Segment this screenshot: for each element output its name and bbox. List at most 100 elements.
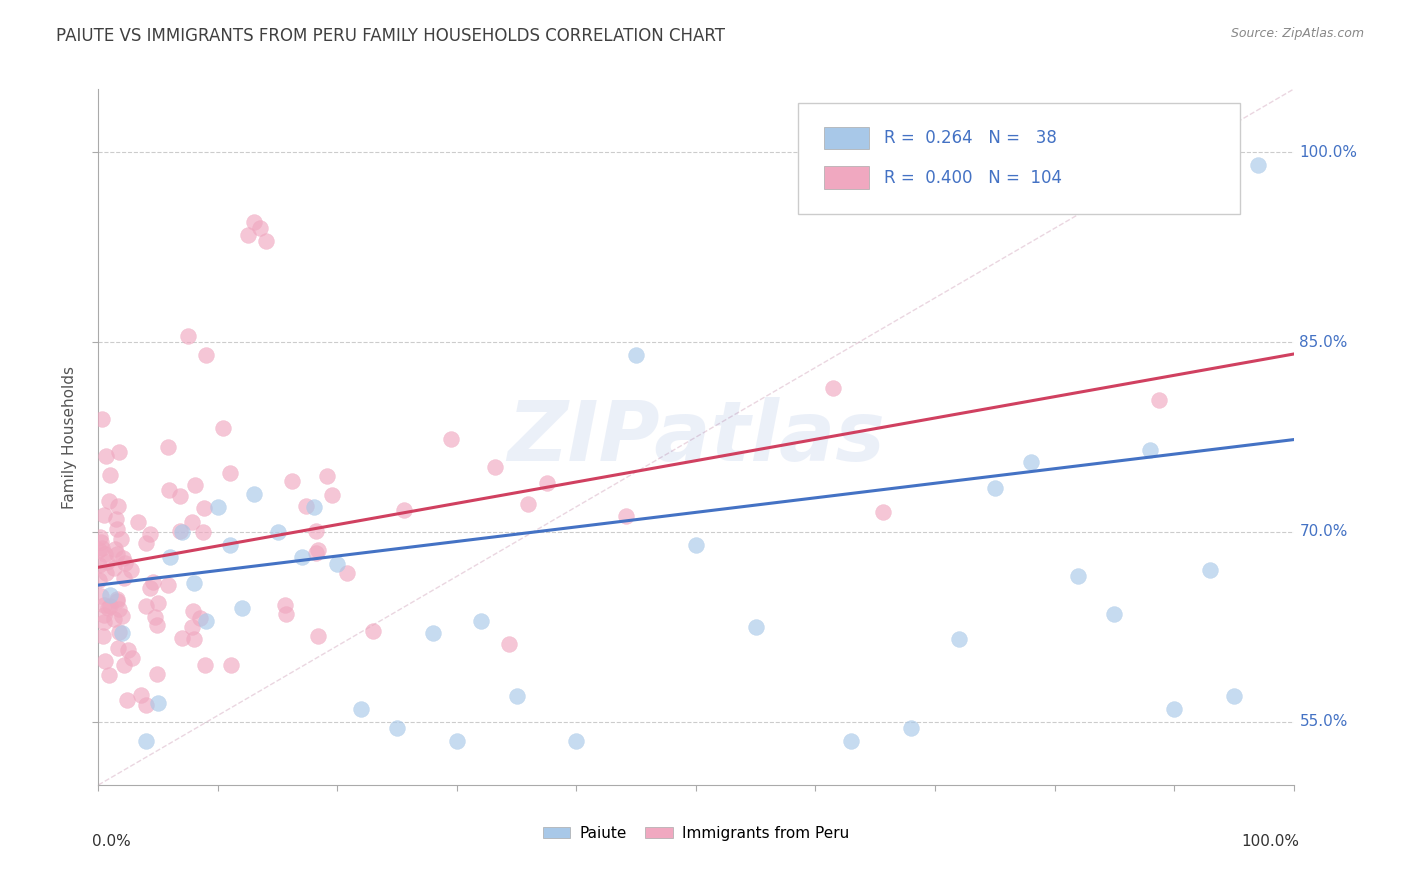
Point [1247, 158, 1270, 172]
Bar [824, 127, 869, 149]
Point [1199, 563, 1222, 577]
Point [219, 538, 242, 552]
Point [273, 599, 295, 613]
Text: Source: ZipAtlas.com: Source: ZipAtlas.com [1230, 27, 1364, 40]
Point [236, 227, 259, 242]
Point [105, 512, 128, 526]
Text: PAIUTE VS IMMIGRANTS FROM PERU FAMILY HOUSEHOLDS CORRELATION CHART: PAIUTE VS IMMIGRANTS FROM PERU FAMILY HO… [56, 27, 725, 45]
Point [195, 614, 218, 628]
Point [89, 530, 111, 544]
Point [821, 381, 844, 395]
Point [626, 348, 648, 362]
Point [107, 602, 129, 616]
Point [841, 733, 863, 747]
Point [207, 500, 229, 514]
Point [107, 641, 129, 656]
Point [98, 588, 122, 602]
Point [193, 500, 215, 515]
Text: 70.0%: 70.0% [1299, 524, 1348, 540]
Point [139, 527, 162, 541]
Point [104, 541, 127, 556]
Point [180, 515, 202, 529]
Point [243, 487, 266, 501]
Point [93, 608, 115, 623]
Point [305, 524, 328, 538]
Point [900, 721, 922, 735]
Point [1163, 702, 1185, 716]
Point [219, 466, 242, 480]
Point [115, 692, 138, 706]
Point [108, 444, 131, 458]
Point [484, 459, 506, 474]
Point [350, 702, 373, 716]
Point [89, 573, 111, 587]
Point [685, 538, 707, 552]
Point [135, 536, 157, 550]
Point [565, 733, 588, 747]
Point [1149, 392, 1171, 407]
Point [321, 488, 343, 502]
Point [498, 637, 520, 651]
Point [97, 600, 120, 615]
Point [184, 477, 207, 491]
Point [385, 721, 409, 735]
Point [172, 524, 194, 539]
Point [295, 500, 318, 514]
Legend: Paiute, Immigrants from Peru: Paiute, Immigrants from Peru [537, 820, 855, 847]
Y-axis label: Family Households: Family Households [62, 366, 77, 508]
Point [148, 696, 170, 710]
Text: 85.0%: 85.0% [1299, 334, 1348, 350]
Point [105, 593, 128, 607]
Point [470, 614, 492, 628]
Point [361, 624, 384, 638]
Point [112, 658, 135, 673]
Point [110, 532, 132, 546]
Point [90, 589, 112, 603]
Point [117, 643, 139, 657]
Point [90, 535, 112, 549]
Point [392, 503, 415, 517]
Text: ZIPatlas: ZIPatlas [508, 397, 884, 477]
Point [307, 543, 329, 558]
Point [274, 607, 297, 621]
Point [614, 508, 637, 523]
Point [129, 688, 152, 702]
Point [103, 561, 125, 575]
Point [93, 615, 115, 630]
Point [446, 733, 468, 747]
Point [948, 632, 970, 647]
Point [120, 564, 142, 578]
Point [159, 550, 181, 565]
Point [231, 600, 253, 615]
Point [94, 449, 117, 463]
Point [91, 629, 114, 643]
Point [1104, 607, 1126, 622]
Point [87, 558, 110, 573]
Point [96, 566, 118, 581]
Point [90, 411, 112, 425]
Point [93, 654, 115, 668]
Point [98, 494, 121, 508]
Point [307, 629, 329, 643]
Point [127, 515, 149, 529]
Point [1223, 690, 1246, 704]
Point [105, 547, 128, 561]
Point [195, 348, 218, 362]
Point [112, 571, 135, 585]
Text: R =  0.264   N =   38: R = 0.264 N = 38 [883, 129, 1056, 147]
Point [254, 234, 277, 248]
Point [93, 508, 115, 522]
Point [326, 557, 349, 571]
FancyBboxPatch shape [797, 103, 1240, 214]
Text: R =  0.400   N =  104: R = 0.400 N = 104 [883, 169, 1062, 186]
Point [291, 550, 314, 565]
Point [872, 505, 894, 519]
Point [121, 650, 143, 665]
Point [305, 546, 328, 560]
Point [111, 608, 134, 623]
Point [1139, 442, 1161, 457]
Point [745, 620, 768, 634]
Point [177, 329, 200, 343]
Point [183, 604, 205, 618]
Point [281, 474, 304, 488]
